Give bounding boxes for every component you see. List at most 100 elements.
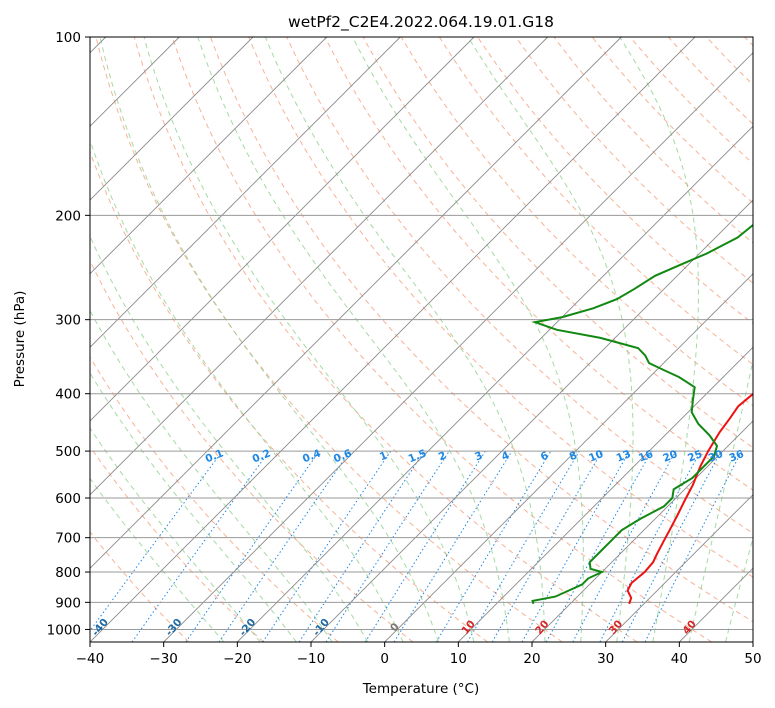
mixing-ratio-label: 4: [500, 449, 511, 463]
moist-adiabat-line: [90, 427, 261, 642]
mixing-ratio-line: [185, 450, 320, 642]
x-tick-label: 30: [597, 651, 614, 667]
mixing-ratio-label: 13: [615, 448, 633, 465]
series-layer: [531, 223, 753, 605]
isotherm-line: [384, 273, 753, 642]
dry-adiabat-line: [210, 37, 753, 623]
dry-adiabat-line: [438, 37, 753, 365]
x-axis-label: Temperature (°C): [362, 681, 480, 697]
moist-adiabat-line: [143, 37, 475, 642]
y-tick-label: 600: [55, 491, 81, 507]
dry-adiabat-line: [515, 37, 753, 284]
dry-adiabat-line: [90, 356, 339, 642]
isotherm-line: [90, 37, 328, 275]
mixing-ratio-label: 1: [378, 449, 389, 463]
mixing-ratio-line: [491, 450, 603, 642]
x-tick-label: −40: [76, 651, 105, 667]
dry-adiabat-line: [400, 37, 753, 407]
moist-adiabat-line: [197, 37, 510, 642]
mixing-ratio-line: [393, 450, 513, 642]
mixing-ratio-label: 10: [587, 448, 605, 465]
dry-adiabat-line: [668, 37, 753, 125]
y-tick-label: 1000: [47, 622, 81, 638]
mixing-ratio-label: 20: [661, 448, 679, 465]
isotherm-line: [310, 199, 753, 642]
moist-adiabat-line: [99, 37, 439, 642]
dry-adiabat-line: [591, 37, 753, 204]
dry-adiabat-line: [286, 37, 753, 534]
moist-adiabat-line: [90, 235, 369, 642]
dry-adiabat-line: [90, 445, 264, 642]
moist-adiabat-line: [352, 37, 584, 642]
y-tick-label: 200: [55, 208, 81, 224]
mixing-ratio-label: 25: [686, 448, 704, 465]
tick-layer: −40 −30 −20 −10 0 10 20 30 40 5010020030040050060…: [47, 30, 762, 667]
moist-adiabat-line: [688, 357, 753, 642]
dry-adiabat-line: [553, 37, 753, 244]
dry-adiabat-label: -20: [237, 616, 258, 638]
isotherm-line: [752, 641, 753, 642]
dry-adiabat-label: -40: [90, 616, 111, 638]
isotherm-line: [90, 37, 254, 201]
mixing-ratio-line: [90, 450, 223, 632]
dry-adiabat-label: 40: [680, 618, 699, 637]
moist-adiabat-line: [90, 138, 404, 642]
isotherm-line: [90, 37, 401, 348]
dry-adiabat-label: 10: [459, 618, 478, 637]
y-tick-label: 800: [55, 565, 81, 581]
moist-adiabat-line: [725, 536, 753, 642]
mixing-ratio-line: [364, 450, 486, 642]
y-tick-label: 300: [55, 313, 81, 329]
chart-title: wetPf2_C2E4.2022.064.19.01.G18: [288, 13, 554, 32]
dry-adiabat-line: [90, 531, 190, 642]
mixing-ratio-line: [599, 450, 701, 642]
dry-adiabat-line: [90, 150, 488, 642]
moist-adiabat-line: [90, 477, 225, 642]
mixing-ratio-label: 1.5: [407, 447, 429, 465]
x-tick-label: −10: [297, 651, 326, 667]
isotherm-line: [531, 420, 753, 642]
x-tick-label: −30: [149, 651, 178, 667]
isotherm-line: [90, 37, 696, 642]
x-tick-label: 20: [523, 651, 540, 667]
dry-adiabat-line: [706, 37, 753, 86]
isotherm-line: [678, 567, 753, 642]
mixing-ratio-label: 3: [473, 449, 484, 463]
moist-adiabat-line: [90, 371, 297, 642]
mixing-ratio-label: 8: [568, 449, 579, 463]
y-tick-label: 100: [55, 30, 81, 46]
x-tick-label: 0: [380, 651, 389, 667]
mixing-ratio-line: [218, 450, 351, 642]
isotherm-line: [90, 37, 549, 496]
mixing-ratio-line: [572, 450, 677, 642]
mixing-ratio-label: 0.6: [332, 447, 354, 465]
isotherm-line: [457, 346, 753, 642]
temperature-profile-line: [626, 392, 753, 605]
y-tick-label: 700: [55, 531, 81, 547]
dry-adiabat-line: [324, 37, 753, 491]
mixing-ratio-line: [521, 450, 630, 642]
x-tick-label: −20: [223, 651, 252, 667]
dry-adiabat-line: [90, 259, 414, 642]
dry-adiabat-line: [133, 37, 638, 642]
y-tick-label: 500: [55, 444, 81, 460]
y-axis-label: Pressure (hPa): [12, 291, 28, 388]
dry-adiabat-label: 30: [607, 618, 626, 637]
mixing-ratio-line: [545, 450, 653, 642]
dry-adiabat-label: -10: [311, 616, 332, 638]
moist-adiabat-line: [264, 37, 546, 642]
mixing-ratio-line: [298, 450, 425, 642]
plot-frame: [89, 36, 754, 643]
mixing-ratio-label: 6: [539, 449, 550, 463]
mixing-ratio-line: [325, 450, 450, 642]
mixing-ratio-label: 30: [707, 448, 725, 465]
mixing-ratio-label: 16: [637, 448, 655, 465]
x-tick-label: 50: [744, 651, 761, 667]
dry-adiabat-label: 20: [533, 618, 552, 637]
isotherm-line: [236, 125, 753, 642]
mixing-ratio-line: [435, 450, 552, 642]
isotherm-line: [163, 52, 753, 642]
mixing-ratio-line: [131, 450, 270, 642]
dewpoint-profile-line: [531, 223, 753, 605]
